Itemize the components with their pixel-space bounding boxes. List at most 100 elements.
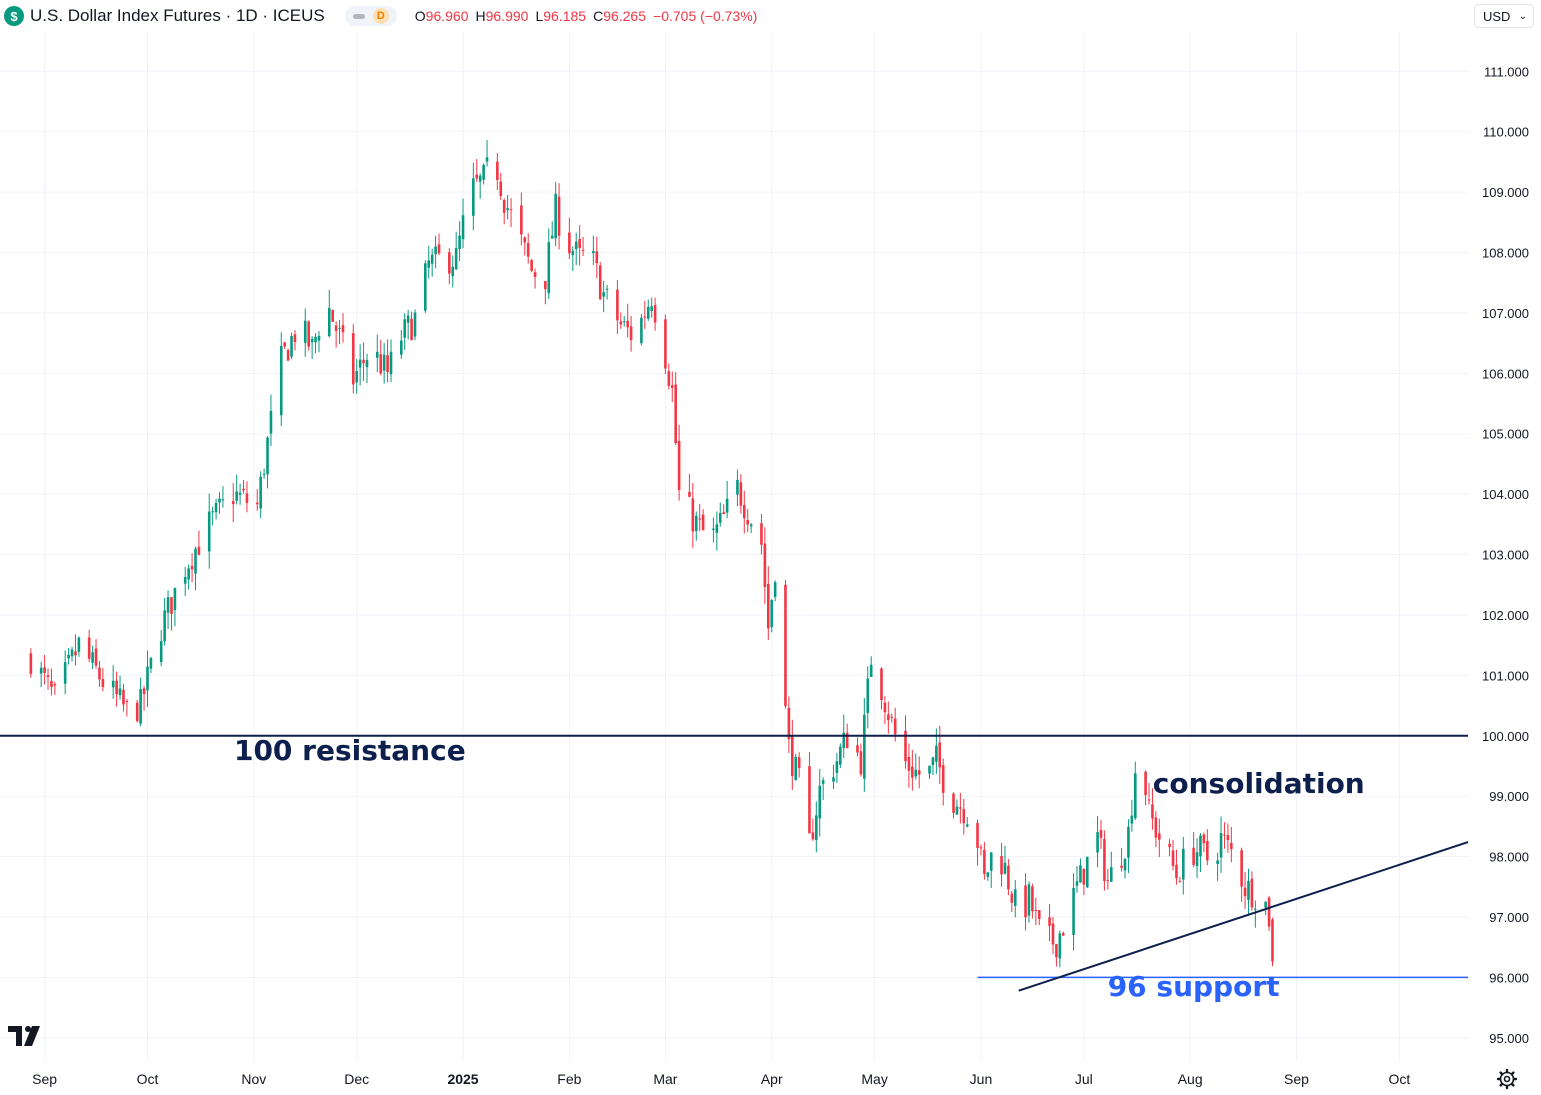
candle-body xyxy=(533,272,537,277)
market-closed-indicator xyxy=(352,13,365,19)
candle-body xyxy=(461,215,465,240)
candle-body xyxy=(1075,881,1079,886)
gear-icon[interactable] xyxy=(1496,1068,1518,1090)
candle-body xyxy=(650,306,653,311)
candle-body xyxy=(1271,919,1274,962)
candle-body xyxy=(965,824,969,827)
candle-body xyxy=(1267,897,1271,927)
candle-body xyxy=(815,815,818,841)
candle-body xyxy=(331,309,335,322)
price-axis[interactable]: 95.000 96.000 97.000 98.000 99.000 100.000 101… xyxy=(1482,64,1529,1046)
candle-body xyxy=(1072,887,1075,935)
candle-body xyxy=(773,582,777,597)
candle-body xyxy=(1226,835,1230,841)
low-label: L xyxy=(535,8,544,24)
candle-body xyxy=(190,565,194,570)
candle-body xyxy=(70,649,74,657)
candle-body xyxy=(502,200,506,213)
candle-body xyxy=(358,359,362,368)
candle-body xyxy=(39,667,43,674)
candle-body xyxy=(863,714,866,779)
time-axis[interactable]: Sep Oct Nov Dec 2025 Feb Mar Apr May Jun Jul Aug Sep… xyxy=(32,1071,1410,1087)
resistance-label[interactable]: 100 resistance xyxy=(234,734,466,767)
market-status-pill[interactable]: D xyxy=(344,6,397,26)
candle-body xyxy=(183,576,187,584)
candle-body xyxy=(1034,909,1038,911)
candle-body xyxy=(574,241,578,250)
consolidation-label[interactable]: consolidation xyxy=(1153,767,1365,800)
candle-body xyxy=(1061,933,1065,936)
candle-body xyxy=(626,320,629,328)
candle-body xyxy=(581,249,585,251)
candle-body xyxy=(818,785,822,819)
y-tick-label: 97.000 xyxy=(1489,910,1529,925)
candle-body xyxy=(766,584,770,629)
candle-body xyxy=(770,600,774,628)
candle-body xyxy=(67,654,70,659)
x-tick-label: Aug xyxy=(1178,1071,1203,1087)
candle-body xyxy=(293,334,297,343)
x-tick-label: Jul xyxy=(1075,1071,1093,1087)
candle-body xyxy=(146,666,149,691)
candle-body xyxy=(911,766,914,778)
candle-body xyxy=(410,318,413,341)
candle-body xyxy=(458,235,461,249)
candle-body xyxy=(115,680,118,695)
candle-body xyxy=(866,678,870,714)
candle-body xyxy=(259,476,262,509)
candle-body xyxy=(914,769,918,777)
candle-body xyxy=(355,371,359,383)
candle-body xyxy=(952,793,955,813)
candle-body xyxy=(670,385,674,388)
y-tick-label: 99.000 xyxy=(1489,789,1529,804)
candle-body xyxy=(694,515,698,532)
tradingview-logo-icon[interactable] xyxy=(8,1026,46,1046)
y-tick-label: 96.000 xyxy=(1489,970,1529,985)
x-tick-label: Dec xyxy=(344,1071,369,1087)
candle-body xyxy=(712,528,715,530)
candle-body xyxy=(746,520,750,525)
candle-body xyxy=(739,482,743,506)
candle-body xyxy=(1254,908,1257,910)
candle-body xyxy=(839,746,842,765)
candle-body xyxy=(811,832,815,840)
candle-body xyxy=(736,479,739,495)
x-tick-label: Apr xyxy=(761,1071,783,1087)
candle-body xyxy=(629,326,633,341)
candle-body xyxy=(242,488,245,491)
candle-body xyxy=(122,689,125,705)
candle-body xyxy=(454,248,458,270)
candle-body xyxy=(550,235,554,239)
candle-body xyxy=(832,777,835,782)
candle-body xyxy=(187,568,190,580)
trendline[interactable] xyxy=(1018,841,1469,992)
open-label: O xyxy=(414,8,426,24)
low-value: 96.185 xyxy=(543,8,587,24)
candle-body xyxy=(578,238,581,248)
x-tick-label: 2025 xyxy=(447,1071,478,1087)
candle-body xyxy=(602,292,605,297)
candle-body xyxy=(1079,865,1082,883)
currency-select[interactable]: USD ⌄ xyxy=(1474,4,1534,28)
candle-body xyxy=(763,543,767,588)
symbol-title[interactable]: U.S. Dollar Index Futures · 1D · ICEUS xyxy=(30,6,325,25)
candle-body xyxy=(245,493,249,503)
candle-body xyxy=(482,164,485,180)
candle-body xyxy=(1096,832,1099,853)
high-label: H xyxy=(475,8,486,24)
candle-body xyxy=(821,780,825,784)
candle-body xyxy=(365,359,369,368)
candle-body xyxy=(1147,799,1151,801)
y-tick-label: 108.000 xyxy=(1482,245,1529,260)
candle-body xyxy=(434,246,437,255)
dollar-sign-icon: $ xyxy=(4,6,24,26)
candle-body xyxy=(43,667,46,673)
candle-body xyxy=(170,597,173,614)
candle-body xyxy=(334,325,338,331)
support-label[interactable]: 96 support xyxy=(1108,970,1280,1003)
candle-body xyxy=(163,610,166,642)
candle-body xyxy=(327,308,331,337)
candle-body xyxy=(362,359,365,364)
candle-body xyxy=(87,637,91,659)
